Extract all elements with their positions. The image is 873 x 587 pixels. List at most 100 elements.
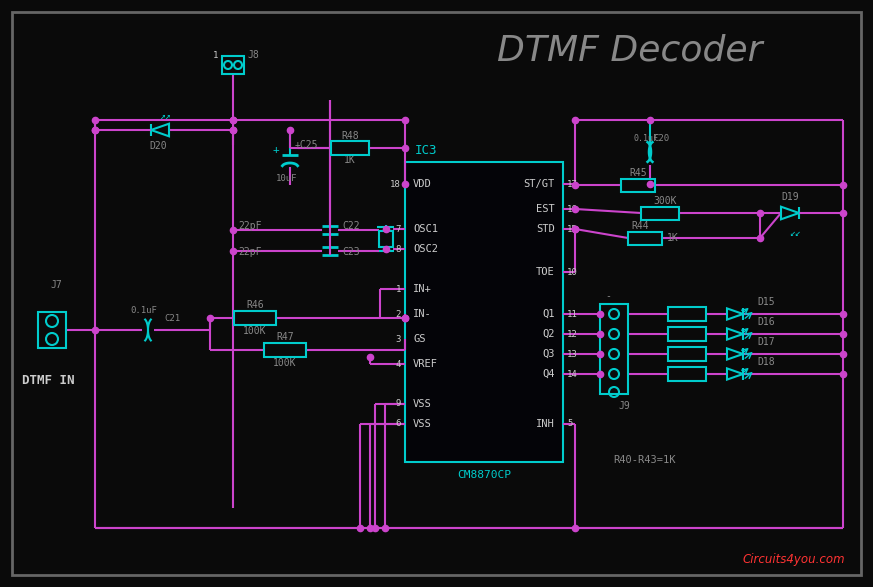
Text: VSS: VSS: [413, 419, 432, 429]
Text: D18: D18: [757, 357, 774, 367]
Text: STD: STD: [536, 224, 555, 234]
Text: 100K: 100K: [273, 358, 297, 368]
Text: DTMF IN: DTMF IN: [22, 373, 74, 386]
Text: ST/GT: ST/GT: [524, 179, 555, 189]
Text: 300K: 300K: [653, 196, 677, 206]
Text: VREF: VREF: [413, 359, 438, 369]
Text: 5: 5: [567, 420, 573, 429]
Bar: [379, 231, 393, 247]
Text: J9: J9: [618, 401, 629, 411]
Text: +C25: +C25: [295, 140, 319, 150]
Text: 1: 1: [395, 285, 401, 294]
Bar: [264, 343, 306, 357]
Text: Q1: Q1: [542, 309, 555, 319]
Polygon shape: [727, 328, 743, 340]
Text: 1K: 1K: [344, 155, 356, 165]
Text: 22pF: 22pF: [238, 247, 262, 257]
Text: +: +: [678, 329, 685, 339]
Text: R40-R43=1K: R40-R43=1K: [614, 455, 677, 465]
Polygon shape: [727, 308, 743, 319]
Text: 18: 18: [390, 180, 401, 188]
Polygon shape: [727, 369, 743, 380]
Text: 10: 10: [567, 268, 578, 276]
Text: 12: 12: [567, 329, 578, 339]
Text: 0.1uF: 0.1uF: [634, 133, 659, 143]
Text: DTMF Decoder: DTMF Decoder: [498, 33, 763, 67]
Text: R47: R47: [276, 332, 294, 342]
Text: R44: R44: [631, 221, 649, 231]
Bar: [668, 367, 706, 381]
Text: D20: D20: [149, 141, 167, 151]
Bar: [331, 141, 369, 155]
Text: 9: 9: [395, 400, 401, 409]
Text: Q4: Q4: [542, 369, 555, 379]
Text: 1K: 1K: [667, 233, 678, 243]
Text: 22pF: 22pF: [238, 221, 262, 231]
Polygon shape: [151, 124, 169, 136]
Text: EST: EST: [536, 204, 555, 214]
Bar: [668, 307, 706, 321]
Text: C22: C22: [342, 221, 360, 231]
Text: D19: D19: [781, 192, 799, 202]
Text: D15: D15: [757, 297, 774, 307]
Polygon shape: [727, 349, 743, 360]
Text: ↗↗: ↗↗: [159, 111, 171, 121]
Text: +: +: [629, 180, 636, 190]
Text: 11: 11: [567, 309, 578, 319]
Text: 6: 6: [395, 420, 401, 429]
Text: 3: 3: [395, 335, 401, 343]
Text: C21: C21: [164, 313, 180, 322]
Text: TOE: TOE: [536, 267, 555, 277]
Text: C20: C20: [653, 133, 669, 143]
Text: R46: R46: [246, 300, 264, 310]
Text: 17: 17: [567, 180, 578, 188]
Text: 7: 7: [395, 224, 401, 234]
Text: IN-: IN-: [413, 309, 432, 319]
Text: J7: J7: [50, 280, 62, 290]
Text: ↙↙: ↙↙: [789, 228, 801, 238]
Text: C23: C23: [342, 247, 360, 257]
Text: 2: 2: [395, 309, 401, 319]
Text: +: +: [272, 145, 279, 155]
Text: -: -: [605, 291, 611, 301]
Text: +: +: [636, 233, 643, 243]
Bar: [628, 231, 662, 245]
Text: R48: R48: [341, 131, 359, 141]
Bar: [38, 312, 66, 348]
Text: Q3: Q3: [542, 349, 555, 359]
Bar: [668, 347, 706, 361]
Bar: [621, 178, 655, 191]
Bar: [641, 207, 679, 220]
Text: 8: 8: [395, 245, 401, 254]
Text: +: +: [678, 349, 685, 359]
Text: 0.1uF: 0.1uF: [131, 305, 157, 315]
Text: 10uF: 10uF: [276, 174, 298, 183]
Bar: [222, 56, 244, 74]
Text: +: +: [245, 313, 252, 323]
Text: +: +: [276, 345, 282, 355]
Text: 100K: 100K: [244, 326, 267, 336]
Bar: [405, 162, 563, 462]
Text: +: +: [678, 369, 685, 379]
Text: 13: 13: [567, 349, 578, 359]
Bar: [234, 311, 276, 325]
Text: R45: R45: [629, 168, 647, 178]
Text: OSC2: OSC2: [413, 244, 438, 254]
Text: +: +: [678, 309, 685, 319]
Text: Circuits4you.com: Circuits4you.com: [742, 554, 845, 566]
Text: 1: 1: [213, 50, 218, 59]
Text: OSC1: OSC1: [413, 224, 438, 234]
Text: D17: D17: [757, 337, 774, 347]
Text: INH: INH: [536, 419, 555, 429]
Text: J8: J8: [247, 50, 258, 60]
Text: IN+: IN+: [413, 284, 432, 294]
Text: VSS: VSS: [413, 399, 432, 409]
Text: +: +: [340, 143, 347, 153]
Text: D16: D16: [757, 317, 774, 327]
Text: VDD: VDD: [413, 179, 432, 189]
Polygon shape: [781, 207, 799, 220]
Text: 16: 16: [567, 204, 578, 214]
Text: GS: GS: [413, 334, 425, 344]
Text: +: +: [650, 208, 657, 218]
Text: 4: 4: [395, 359, 401, 369]
